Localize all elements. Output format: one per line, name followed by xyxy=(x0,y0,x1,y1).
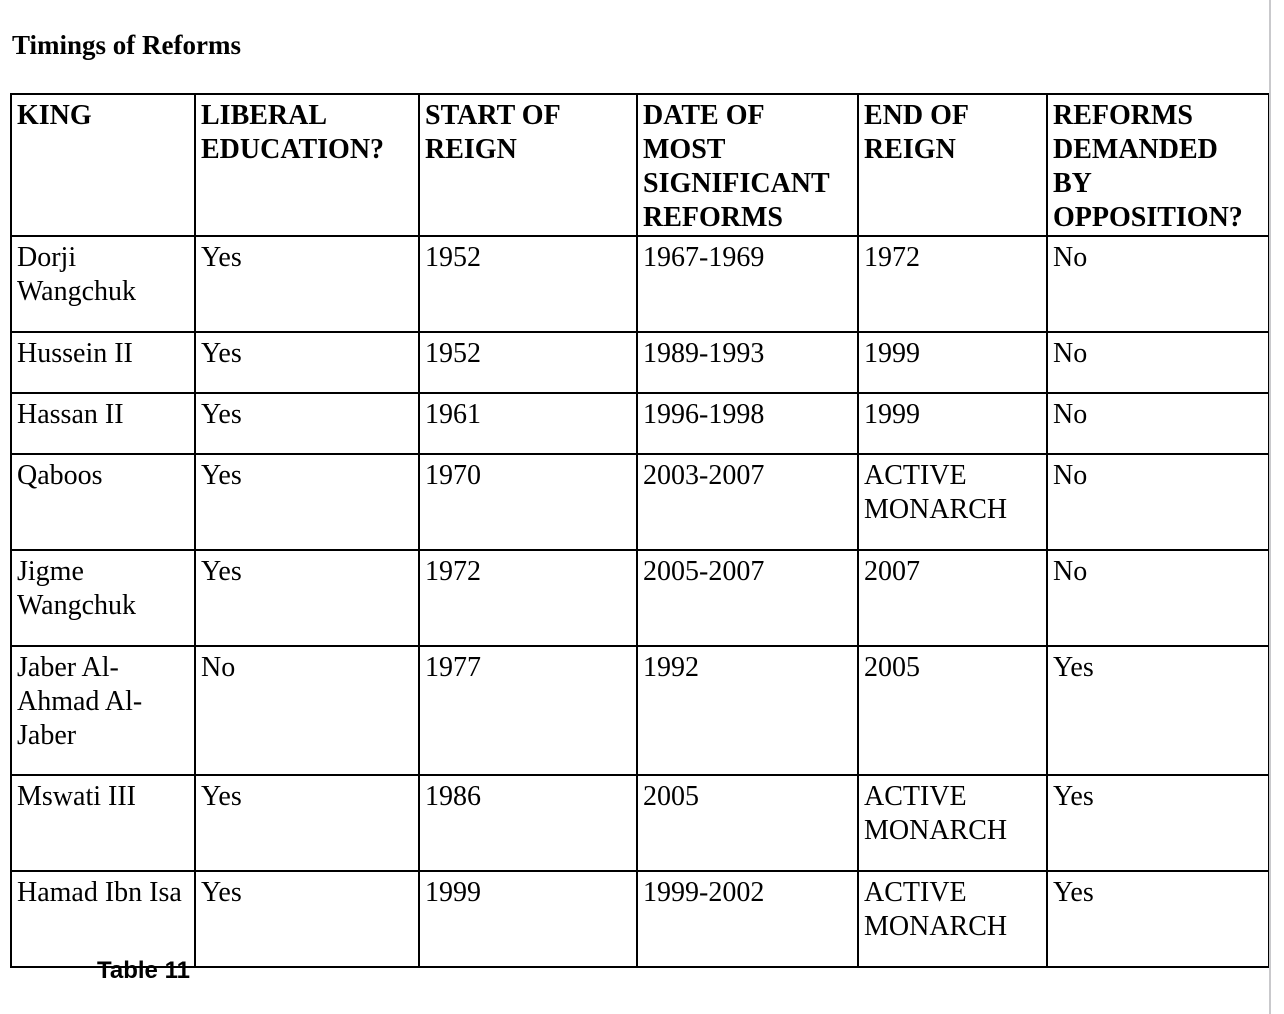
cell-reform-dates: 1967-1969 xyxy=(636,235,859,333)
cell-king: Jigme Wangchuk xyxy=(10,549,196,647)
table-row: Qaboos Yes 1970 2003-2007 ACTIVE MONARCH… xyxy=(10,453,1270,551)
cell-start-of-reign: 1986 xyxy=(418,774,638,872)
cell-reform-dates: 2005-2007 xyxy=(636,549,859,647)
column-header-reform-dates: DATE OF MOST SIGNIFICANT REFORMS xyxy=(636,93,859,237)
cell-king: Qaboos xyxy=(10,453,196,551)
cell-start-of-reign: 1952 xyxy=(418,331,638,394)
cell-king: Jaber Al-Ahmad Al-Jaber xyxy=(10,645,196,776)
cell-liberal-education: Yes xyxy=(194,392,420,455)
column-header-king: KING xyxy=(10,93,196,237)
cell-reform-dates: 2003-2007 xyxy=(636,453,859,551)
cell-start-of-reign: 1961 xyxy=(418,392,638,455)
cell-opposition: Yes xyxy=(1046,645,1270,776)
cell-end-of-reign: 1972 xyxy=(857,235,1048,333)
cell-start-of-reign: 1952 xyxy=(418,235,638,333)
column-header-end-of-reign: END OF REIGN xyxy=(857,93,1048,237)
cell-opposition: No xyxy=(1046,453,1270,551)
cell-king: Hussein II xyxy=(10,331,196,394)
cell-opposition: No xyxy=(1046,331,1270,394)
header-row: KING LIBERAL EDUCATION? START OF REIGN D… xyxy=(10,93,1270,237)
table-row: Jaber Al-Ahmad Al-Jaber No 1977 1992 200… xyxy=(10,645,1270,776)
cell-opposition: No xyxy=(1046,235,1270,333)
cell-opposition: Yes xyxy=(1046,774,1270,872)
cell-end-of-reign: ACTIVE MONARCH xyxy=(857,774,1048,872)
cell-liberal-education: Yes xyxy=(194,870,420,968)
cell-reform-dates: 2005 xyxy=(636,774,859,872)
cell-end-of-reign: 1999 xyxy=(857,331,1048,394)
page-title: Timings of Reforms xyxy=(12,30,241,60)
cell-end-of-reign: 2007 xyxy=(857,549,1048,647)
cell-reform-dates: 1992 xyxy=(636,645,859,776)
cell-liberal-education: No xyxy=(194,645,420,776)
table-row: Mswati III Yes 1986 2005 ACTIVE MONARCH … xyxy=(10,774,1270,872)
table-row: Hamad Ibn Isa Yes 1999 1999-2002 ACTIVE … xyxy=(10,870,1270,968)
table-row: Hussein II Yes 1952 1989-1993 1999 No xyxy=(10,331,1270,394)
cell-end-of-reign: ACTIVE MONARCH xyxy=(857,453,1048,551)
cell-liberal-education: Yes xyxy=(194,774,420,872)
cell-end-of-reign: 1999 xyxy=(857,392,1048,455)
cell-king: Hamad Ibn Isa xyxy=(10,870,196,968)
table-row: Jigme Wangchuk Yes 1972 2005-2007 2007 N… xyxy=(10,549,1270,647)
cell-start-of-reign: 1999 xyxy=(418,870,638,968)
cell-start-of-reign: 1977 xyxy=(418,645,638,776)
page-edge-divider xyxy=(1269,0,1271,1014)
cell-liberal-education: Yes xyxy=(194,549,420,647)
cell-opposition: Yes xyxy=(1046,870,1270,968)
cell-king: Dorji Wangchuk xyxy=(10,235,196,333)
cell-opposition: No xyxy=(1046,549,1270,647)
cell-start-of-reign: 1972 xyxy=(418,549,638,647)
cell-reform-dates: 1996-1998 xyxy=(636,392,859,455)
column-header-liberal-education: LIBERAL EDUCATION? xyxy=(194,93,420,237)
table-caption: Table 11 xyxy=(97,957,190,984)
cell-liberal-education: Yes xyxy=(194,331,420,394)
cell-king: Mswati III xyxy=(10,774,196,872)
table-row: Dorji Wangchuk Yes 1952 1967-1969 1972 N… xyxy=(10,235,1270,333)
cell-king: Hassan II xyxy=(10,392,196,455)
cell-opposition: No xyxy=(1046,392,1270,455)
table-row: Hassan II Yes 1961 1996-1998 1999 No xyxy=(10,392,1270,455)
cell-start-of-reign: 1970 xyxy=(418,453,638,551)
column-header-opposition: REFORMS DEMANDED BY OPPOSITION? xyxy=(1046,93,1270,237)
cell-liberal-education: Yes xyxy=(194,235,420,333)
cell-end-of-reign: ACTIVE MONARCH xyxy=(857,870,1048,968)
column-header-start-of-reign: START OF REIGN xyxy=(418,93,638,237)
reforms-table: KING LIBERAL EDUCATION? START OF REIGN D… xyxy=(10,93,1270,968)
cell-end-of-reign: 2005 xyxy=(857,645,1048,776)
cell-liberal-education: Yes xyxy=(194,453,420,551)
cell-reform-dates: 1999-2002 xyxy=(636,870,859,968)
cell-reform-dates: 1989-1993 xyxy=(636,331,859,394)
